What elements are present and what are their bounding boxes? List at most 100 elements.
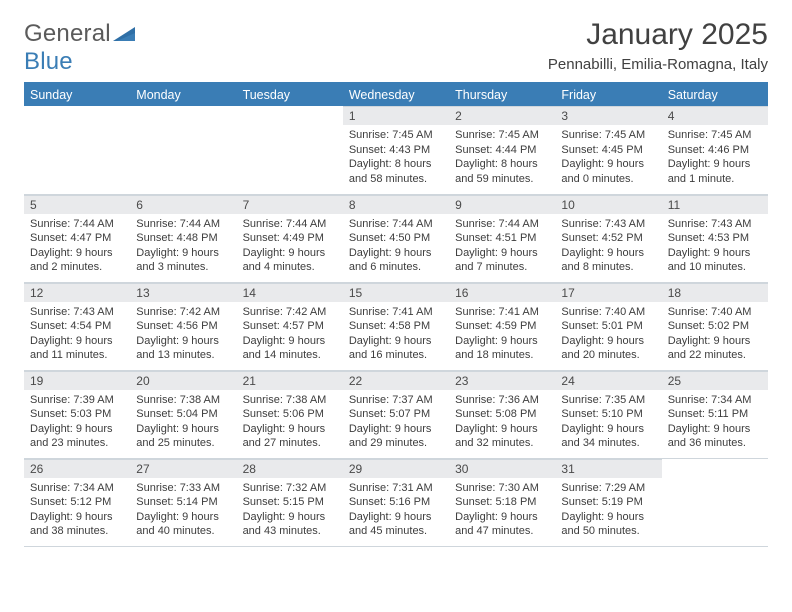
day-header: Sunday — [24, 84, 130, 106]
sunset-line: Sunset: 4:59 PM — [455, 319, 549, 334]
calendar-day: 31Sunrise: 7:29 AMSunset: 5:19 PMDayligh… — [555, 458, 661, 546]
daylight-line: Daylight: 9 hours and 36 minutes. — [668, 422, 762, 451]
sunrise-line: Sunrise: 7:41 AM — [455, 305, 549, 320]
daylight-line: Daylight: 9 hours and 47 minutes. — [455, 510, 549, 539]
calendar-day: 22Sunrise: 7:37 AMSunset: 5:07 PMDayligh… — [343, 370, 449, 458]
sunrise-line: Sunrise: 7:44 AM — [243, 217, 337, 232]
day-number: 26 — [24, 459, 130, 478]
daylight-line: Daylight: 9 hours and 22 minutes. — [668, 334, 762, 363]
sunset-line: Sunset: 4:58 PM — [349, 319, 443, 334]
day-number: 5 — [24, 195, 130, 214]
day-number — [130, 106, 236, 125]
day-number: 17 — [555, 283, 661, 302]
day-details: Sunrise: 7:44 AMSunset: 4:47 PMDaylight:… — [24, 214, 130, 277]
day-details: Sunrise: 7:38 AMSunset: 5:06 PMDaylight:… — [237, 390, 343, 453]
day-details: Sunrise: 7:31 AMSunset: 5:16 PMDaylight:… — [343, 478, 449, 541]
sunrise-line: Sunrise: 7:31 AM — [349, 481, 443, 496]
daylight-line: Daylight: 9 hours and 38 minutes. — [30, 510, 124, 539]
calendar-day: 23Sunrise: 7:36 AMSunset: 5:08 PMDayligh… — [449, 370, 555, 458]
sunrise-line: Sunrise: 7:40 AM — [561, 305, 655, 320]
sunrise-line: Sunrise: 7:45 AM — [668, 128, 762, 143]
sunrise-line: Sunrise: 7:43 AM — [561, 217, 655, 232]
day-details: Sunrise: 7:45 AMSunset: 4:43 PMDaylight:… — [343, 125, 449, 188]
sunset-line: Sunset: 4:43 PM — [349, 143, 443, 158]
sunrise-line: Sunrise: 7:34 AM — [668, 393, 762, 408]
calendar-day: 21Sunrise: 7:38 AMSunset: 5:06 PMDayligh… — [237, 370, 343, 458]
sunrise-line: Sunrise: 7:44 AM — [30, 217, 124, 232]
calendar-day: 17Sunrise: 7:40 AMSunset: 5:01 PMDayligh… — [555, 282, 661, 370]
day-details: Sunrise: 7:41 AMSunset: 4:59 PMDaylight:… — [449, 302, 555, 365]
calendar-day: 10Sunrise: 7:43 AMSunset: 4:52 PMDayligh… — [555, 194, 661, 282]
day-details: Sunrise: 7:39 AMSunset: 5:03 PMDaylight:… — [24, 390, 130, 453]
day-details: Sunrise: 7:43 AMSunset: 4:52 PMDaylight:… — [555, 214, 661, 277]
daylight-line: Daylight: 9 hours and 18 minutes. — [455, 334, 549, 363]
daylight-line: Daylight: 9 hours and 13 minutes. — [136, 334, 230, 363]
calendar-header-row: SundayMondayTuesdayWednesdayThursdayFrid… — [24, 84, 768, 106]
day-details: Sunrise: 7:43 AMSunset: 4:53 PMDaylight:… — [662, 214, 768, 277]
day-details: Sunrise: 7:40 AMSunset: 5:02 PMDaylight:… — [662, 302, 768, 365]
day-number: 24 — [555, 371, 661, 390]
calendar-day: 2Sunrise: 7:45 AMSunset: 4:44 PMDaylight… — [449, 106, 555, 194]
calendar-day: 26Sunrise: 7:34 AMSunset: 5:12 PMDayligh… — [24, 458, 130, 546]
calendar-week: 1Sunrise: 7:45 AMSunset: 4:43 PMDaylight… — [24, 106, 768, 194]
sunset-line: Sunset: 5:12 PM — [30, 495, 124, 510]
sunset-line: Sunset: 4:44 PM — [455, 143, 549, 158]
sunrise-line: Sunrise: 7:44 AM — [455, 217, 549, 232]
calendar-day: 27Sunrise: 7:33 AMSunset: 5:14 PMDayligh… — [130, 458, 236, 546]
calendar-day: 29Sunrise: 7:31 AMSunset: 5:16 PMDayligh… — [343, 458, 449, 546]
day-header: Thursday — [449, 84, 555, 106]
day-details: Sunrise: 7:34 AMSunset: 5:12 PMDaylight:… — [24, 478, 130, 541]
calendar-day: 5Sunrise: 7:44 AMSunset: 4:47 PMDaylight… — [24, 194, 130, 282]
day-number: 6 — [130, 195, 236, 214]
daylight-line: Daylight: 9 hours and 23 minutes. — [30, 422, 124, 451]
day-number: 1 — [343, 106, 449, 125]
day-number: 11 — [662, 195, 768, 214]
calendar-day: 3Sunrise: 7:45 AMSunset: 4:45 PMDaylight… — [555, 106, 661, 194]
sunset-line: Sunset: 5:14 PM — [136, 495, 230, 510]
daylight-line: Daylight: 9 hours and 34 minutes. — [561, 422, 655, 451]
daylight-line: Daylight: 9 hours and 29 minutes. — [349, 422, 443, 451]
day-details: Sunrise: 7:42 AMSunset: 4:56 PMDaylight:… — [130, 302, 236, 365]
calendar-week: 19Sunrise: 7:39 AMSunset: 5:03 PMDayligh… — [24, 370, 768, 458]
day-number: 7 — [237, 195, 343, 214]
calendar-day: 19Sunrise: 7:39 AMSunset: 5:03 PMDayligh… — [24, 370, 130, 458]
daylight-line: Daylight: 9 hours and 1 minute. — [668, 157, 762, 186]
day-number: 31 — [555, 459, 661, 478]
day-details: Sunrise: 7:44 AMSunset: 4:50 PMDaylight:… — [343, 214, 449, 277]
day-number: 4 — [662, 106, 768, 125]
daylight-line: Daylight: 9 hours and 8 minutes. — [561, 246, 655, 275]
day-number: 25 — [662, 371, 768, 390]
calendar-day: 25Sunrise: 7:34 AMSunset: 5:11 PMDayligh… — [662, 370, 768, 458]
day-number: 2 — [449, 106, 555, 125]
calendar-day: 11Sunrise: 7:43 AMSunset: 4:53 PMDayligh… — [662, 194, 768, 282]
sunset-line: Sunset: 5:04 PM — [136, 407, 230, 422]
sunrise-line: Sunrise: 7:39 AM — [30, 393, 124, 408]
sunrise-line: Sunrise: 7:40 AM — [668, 305, 762, 320]
daylight-line: Daylight: 8 hours and 58 minutes. — [349, 157, 443, 186]
sunrise-line: Sunrise: 7:36 AM — [455, 393, 549, 408]
sunrise-line: Sunrise: 7:45 AM — [561, 128, 655, 143]
day-number: 30 — [449, 459, 555, 478]
sunrise-line: Sunrise: 7:44 AM — [136, 217, 230, 232]
calendar-table: SundayMondayTuesdayWednesdayThursdayFrid… — [24, 84, 768, 547]
sunset-line: Sunset: 5:06 PM — [243, 407, 337, 422]
day-details: Sunrise: 7:45 AMSunset: 4:44 PMDaylight:… — [449, 125, 555, 188]
day-details: Sunrise: 7:33 AMSunset: 5:14 PMDaylight:… — [130, 478, 236, 541]
day-number: 20 — [130, 371, 236, 390]
daylight-line: Daylight: 9 hours and 3 minutes. — [136, 246, 230, 275]
calendar-day-blank — [130, 106, 236, 194]
sail-icon — [113, 20, 135, 48]
sunset-line: Sunset: 5:07 PM — [349, 407, 443, 422]
daylight-line: Daylight: 9 hours and 7 minutes. — [455, 246, 549, 275]
day-header: Tuesday — [237, 84, 343, 106]
sunset-line: Sunset: 4:56 PM — [136, 319, 230, 334]
daylight-line: Daylight: 9 hours and 10 minutes. — [668, 246, 762, 275]
day-details: Sunrise: 7:38 AMSunset: 5:04 PMDaylight:… — [130, 390, 236, 453]
day-number: 8 — [343, 195, 449, 214]
day-number: 16 — [449, 283, 555, 302]
calendar-day-blank — [662, 458, 768, 546]
calendar-week: 12Sunrise: 7:43 AMSunset: 4:54 PMDayligh… — [24, 282, 768, 370]
day-number: 23 — [449, 371, 555, 390]
calendar-day: 24Sunrise: 7:35 AMSunset: 5:10 PMDayligh… — [555, 370, 661, 458]
daylight-line: Daylight: 9 hours and 50 minutes. — [561, 510, 655, 539]
